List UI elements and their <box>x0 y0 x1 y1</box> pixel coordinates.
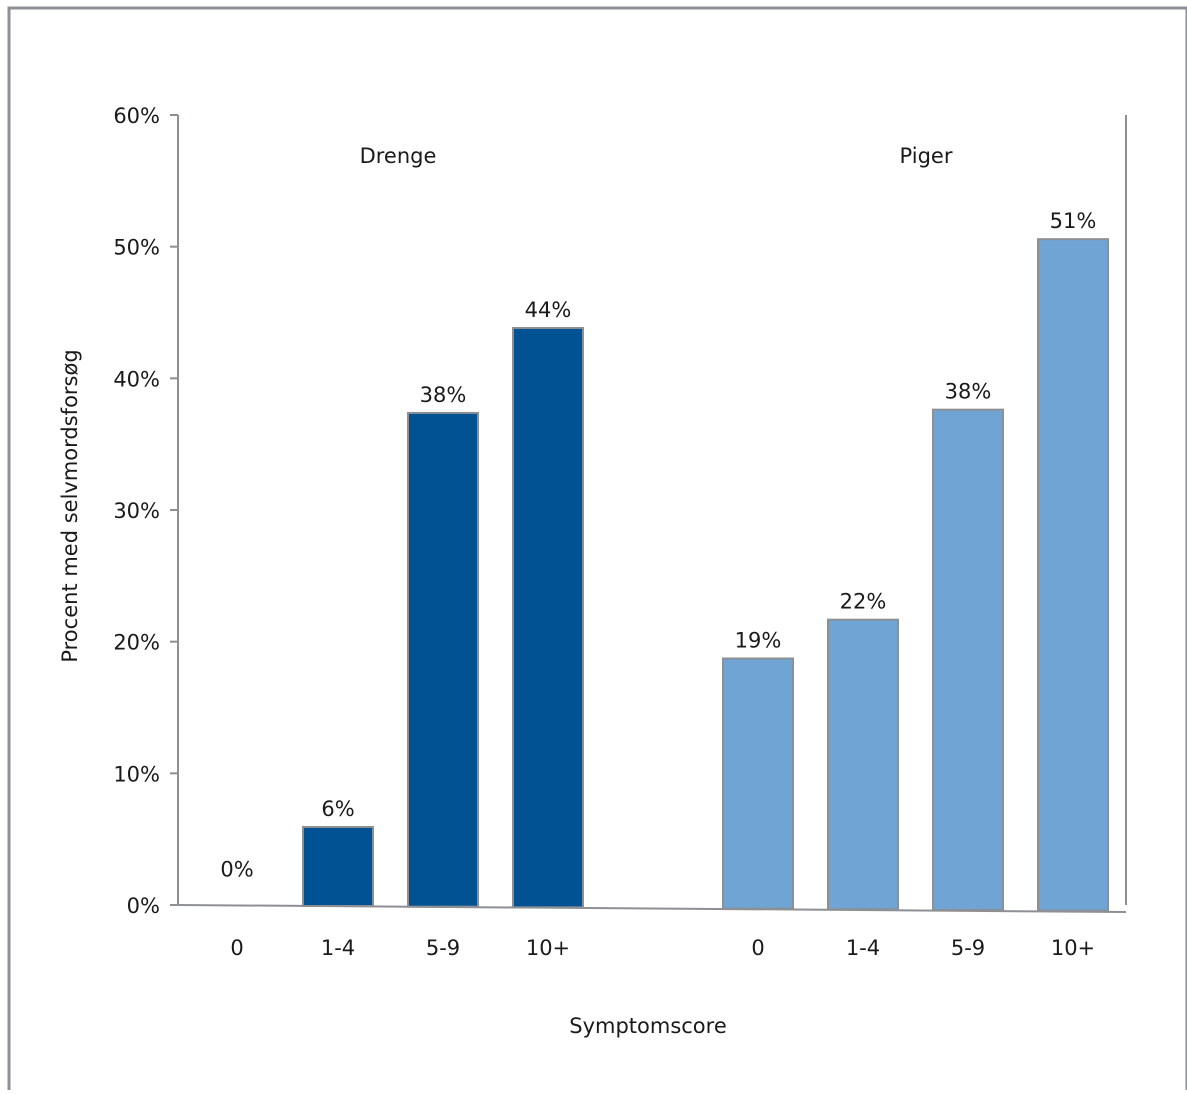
data-label: 0% <box>220 857 253 881</box>
x-tick-label: 10+ <box>1051 936 1095 960</box>
group-label: Piger <box>900 144 953 168</box>
bar <box>722 657 794 910</box>
data-label: 38% <box>945 380 992 404</box>
y-tick-label: 40% <box>113 367 160 391</box>
y-axis: 0% 10% 20% 30% 40% 50% 60% <box>113 104 1127 918</box>
y-tick-label: 60% <box>113 104 160 128</box>
y-tick-label: 10% <box>113 762 160 786</box>
bar <box>1037 238 1109 912</box>
bar <box>407 411 479 908</box>
y-tick-label: 0% <box>127 894 160 918</box>
x-tick-label: 0 <box>230 936 243 960</box>
bar <box>932 408 1004 911</box>
data-label: 19% <box>735 629 782 653</box>
y-tick-label: 50% <box>113 236 160 260</box>
bar <box>512 327 584 909</box>
data-label: 44% <box>525 298 572 322</box>
x-tick-label: 0 <box>751 936 764 960</box>
chart-outer-border <box>7 6 1187 1094</box>
y-tick-label: 20% <box>113 631 160 655</box>
group-label: Drenge <box>360 144 437 168</box>
data-label: 38% <box>420 383 467 407</box>
data-label: 51% <box>1050 209 1097 233</box>
x-tick-label: 1-4 <box>321 936 355 960</box>
x-axis-title: Symptomscore <box>569 1014 727 1038</box>
data-label: 22% <box>840 590 887 614</box>
y-tick-label: 30% <box>113 499 160 523</box>
x-tick-label: 5-9 <box>951 936 985 960</box>
x-tick-label: 1-4 <box>846 936 880 960</box>
x-tick-label: 5-9 <box>426 936 460 960</box>
y-axis-title: Procent med selvmordsforsøg <box>58 349 82 662</box>
bar <box>302 826 374 908</box>
bars <box>302 238 1109 912</box>
data-labels: Drenge 0% 6% 38% 44% Piger 19% 22% 38% 51% <box>220 144 1096 881</box>
bar <box>827 618 899 911</box>
x-tick-label: 10+ <box>526 936 570 960</box>
data-label: 6% <box>321 797 354 821</box>
